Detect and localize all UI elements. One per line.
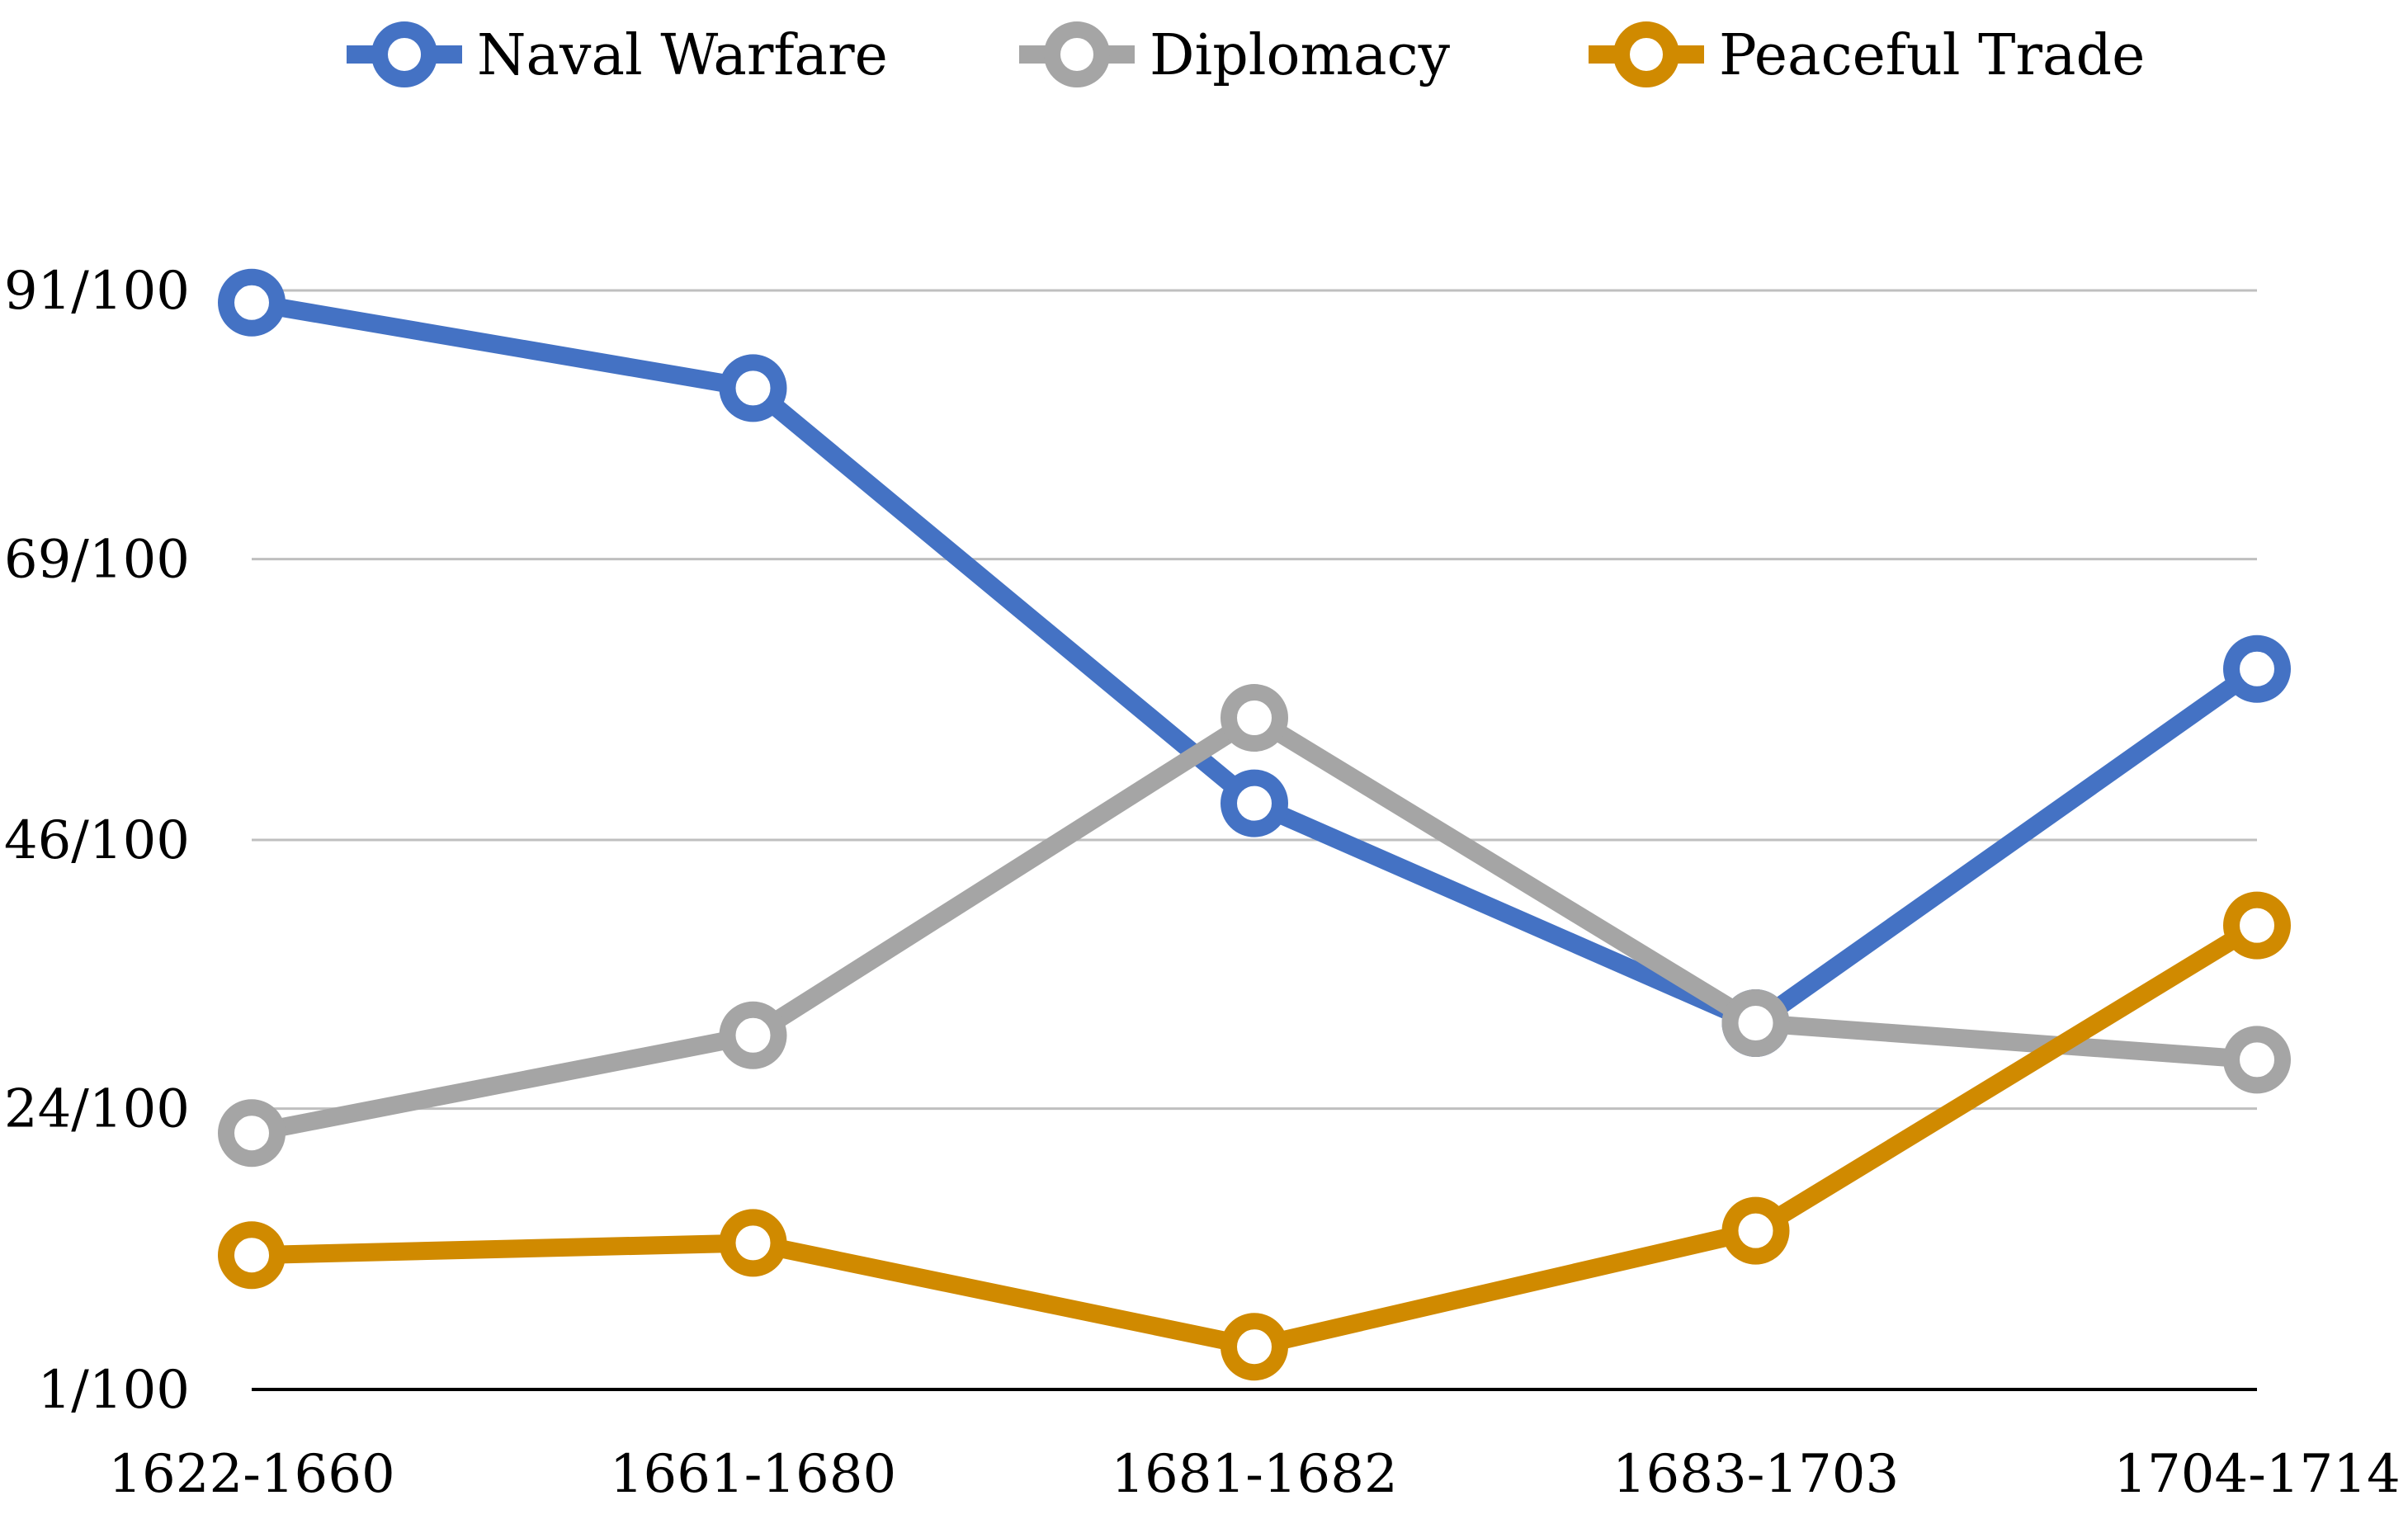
legend-label: Peaceful Trade xyxy=(1719,23,2145,88)
series-diplomacy xyxy=(218,684,2291,1168)
data-point-naval-warfare xyxy=(719,354,787,422)
data-point-diplomacy xyxy=(719,1001,787,1069)
x-tick-label: 1681-1682 xyxy=(1111,1444,1397,1505)
data-point-naval-warfare xyxy=(2223,634,2291,703)
legend-item-naval-warfare: Naval Warfare xyxy=(347,21,888,88)
legend-swatch-marker xyxy=(371,21,437,87)
data-point-diplomacy xyxy=(218,1099,286,1168)
x-tick-label: 1622-1660 xyxy=(108,1444,394,1505)
data-point-peaceful-trade xyxy=(1721,1196,1790,1265)
x-tick-label: 1661-1680 xyxy=(610,1444,896,1505)
gridlines xyxy=(252,289,2257,1391)
data-point-peaceful-trade xyxy=(218,1221,286,1290)
data-point-diplomacy xyxy=(2223,1026,2291,1094)
data-point-naval-warfare xyxy=(218,268,286,337)
series-peaceful-trade xyxy=(218,891,2291,1381)
legend-label: Diplomacy xyxy=(1150,23,1451,88)
legend: Naval Warfare Diplomacy Peaceful Trade xyxy=(347,21,2145,88)
x-tick-label: 1704-1714 xyxy=(2113,1444,2400,1505)
data-point-naval-warfare xyxy=(1221,769,1288,837)
legend-label: Naval Warfare xyxy=(477,23,888,88)
legend-swatch-marker xyxy=(1044,21,1110,87)
y-axis: 1/100 24/100 46/100 69/100 91/100 xyxy=(4,261,190,1421)
y-tick-label: 1/100 xyxy=(38,1360,190,1421)
series-line-peaceful-trade xyxy=(243,916,2266,1356)
legend-item-peaceful-trade: Peaceful Trade xyxy=(1589,21,2145,88)
data-point-peaceful-trade xyxy=(719,1209,787,1277)
x-tick-label: 1683-1703 xyxy=(1612,1444,1899,1505)
data-point-diplomacy xyxy=(1721,989,1790,1057)
y-tick-label: 69/100 xyxy=(4,530,190,591)
data-point-peaceful-trade xyxy=(1221,1313,1288,1381)
data-point-peaceful-trade xyxy=(2223,891,2291,960)
legend-swatch-marker xyxy=(1613,21,1679,87)
series-line-naval-warfare xyxy=(243,293,2266,1032)
y-tick-label: 24/100 xyxy=(4,1079,190,1140)
y-tick-label: 46/100 xyxy=(4,810,190,871)
y-tick-label: 91/100 xyxy=(4,261,190,322)
data-point-diplomacy xyxy=(1221,684,1288,752)
series-layer xyxy=(218,268,2291,1381)
series-naval-warfare xyxy=(218,268,2291,1057)
legend-item-diplomacy: Diplomacy xyxy=(1019,21,1451,88)
x-axis: 1622-1660 1661-1680 1681-1682 1683-1703 1704… xyxy=(108,1444,2400,1505)
